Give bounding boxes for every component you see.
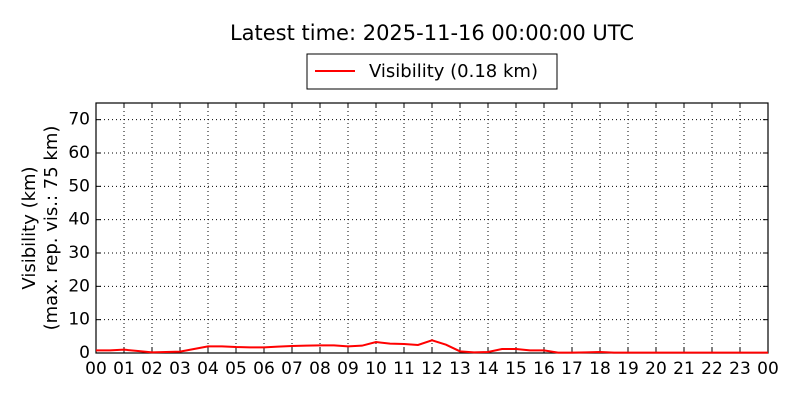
- y-tick-label: 60: [68, 143, 90, 163]
- line-series: [96, 339, 768, 354]
- x-tick-label: 20: [645, 359, 667, 379]
- y-tick-label: 20: [68, 276, 90, 296]
- y-axis-label: (max. rep. vis.: 75 km): [41, 126, 62, 331]
- y-tick-label: 30: [68, 243, 90, 263]
- x-tick-label: 22: [701, 359, 723, 379]
- x-tick-label: 16: [533, 359, 555, 379]
- x-tick-label: 17: [561, 359, 583, 379]
- x-tick-label: 21: [673, 359, 695, 379]
- x-tick-label: 01: [113, 359, 135, 379]
- x-tick-label: 09: [337, 359, 359, 379]
- chart-title: Latest time: 2025-11-16 00:00:00 UTC: [230, 21, 634, 45]
- x-tick-label: 15: [505, 359, 527, 379]
- x-tick-label: 02: [141, 359, 163, 379]
- y-tick-label: 40: [68, 210, 90, 230]
- x-tick-label: 04: [197, 359, 219, 379]
- y-tick-label: 70: [68, 110, 90, 130]
- x-tick-label: 06: [253, 359, 275, 379]
- y-tick-label: 50: [68, 176, 90, 196]
- x-tick-label: 18: [589, 359, 611, 379]
- x-tick-label: 00: [757, 359, 779, 379]
- x-tick-label: 08: [309, 359, 331, 379]
- x-tick-label: 23: [729, 359, 751, 379]
- x-tick-label: 12: [421, 359, 443, 379]
- x-tick-label: 03: [169, 359, 191, 379]
- x-tick-label: 07: [281, 359, 303, 379]
- x-tick-label: 11: [393, 359, 415, 379]
- x-tick-label: 19: [617, 359, 639, 379]
- x-tick-label: 05: [225, 359, 247, 379]
- x-tick-label: 00: [85, 359, 107, 379]
- legend-label: Visibility (0.18 km): [369, 61, 538, 82]
- plot-frame: [95, 102, 769, 354]
- y-tick-label: 0: [79, 343, 90, 363]
- x-tick-label: 14: [477, 359, 499, 379]
- y-axis-label: Visibility (km): [19, 166, 40, 289]
- x-tick-label: 10: [365, 359, 387, 379]
- x-tick-label: 13: [449, 359, 471, 379]
- y-tick-label: 10: [68, 310, 90, 330]
